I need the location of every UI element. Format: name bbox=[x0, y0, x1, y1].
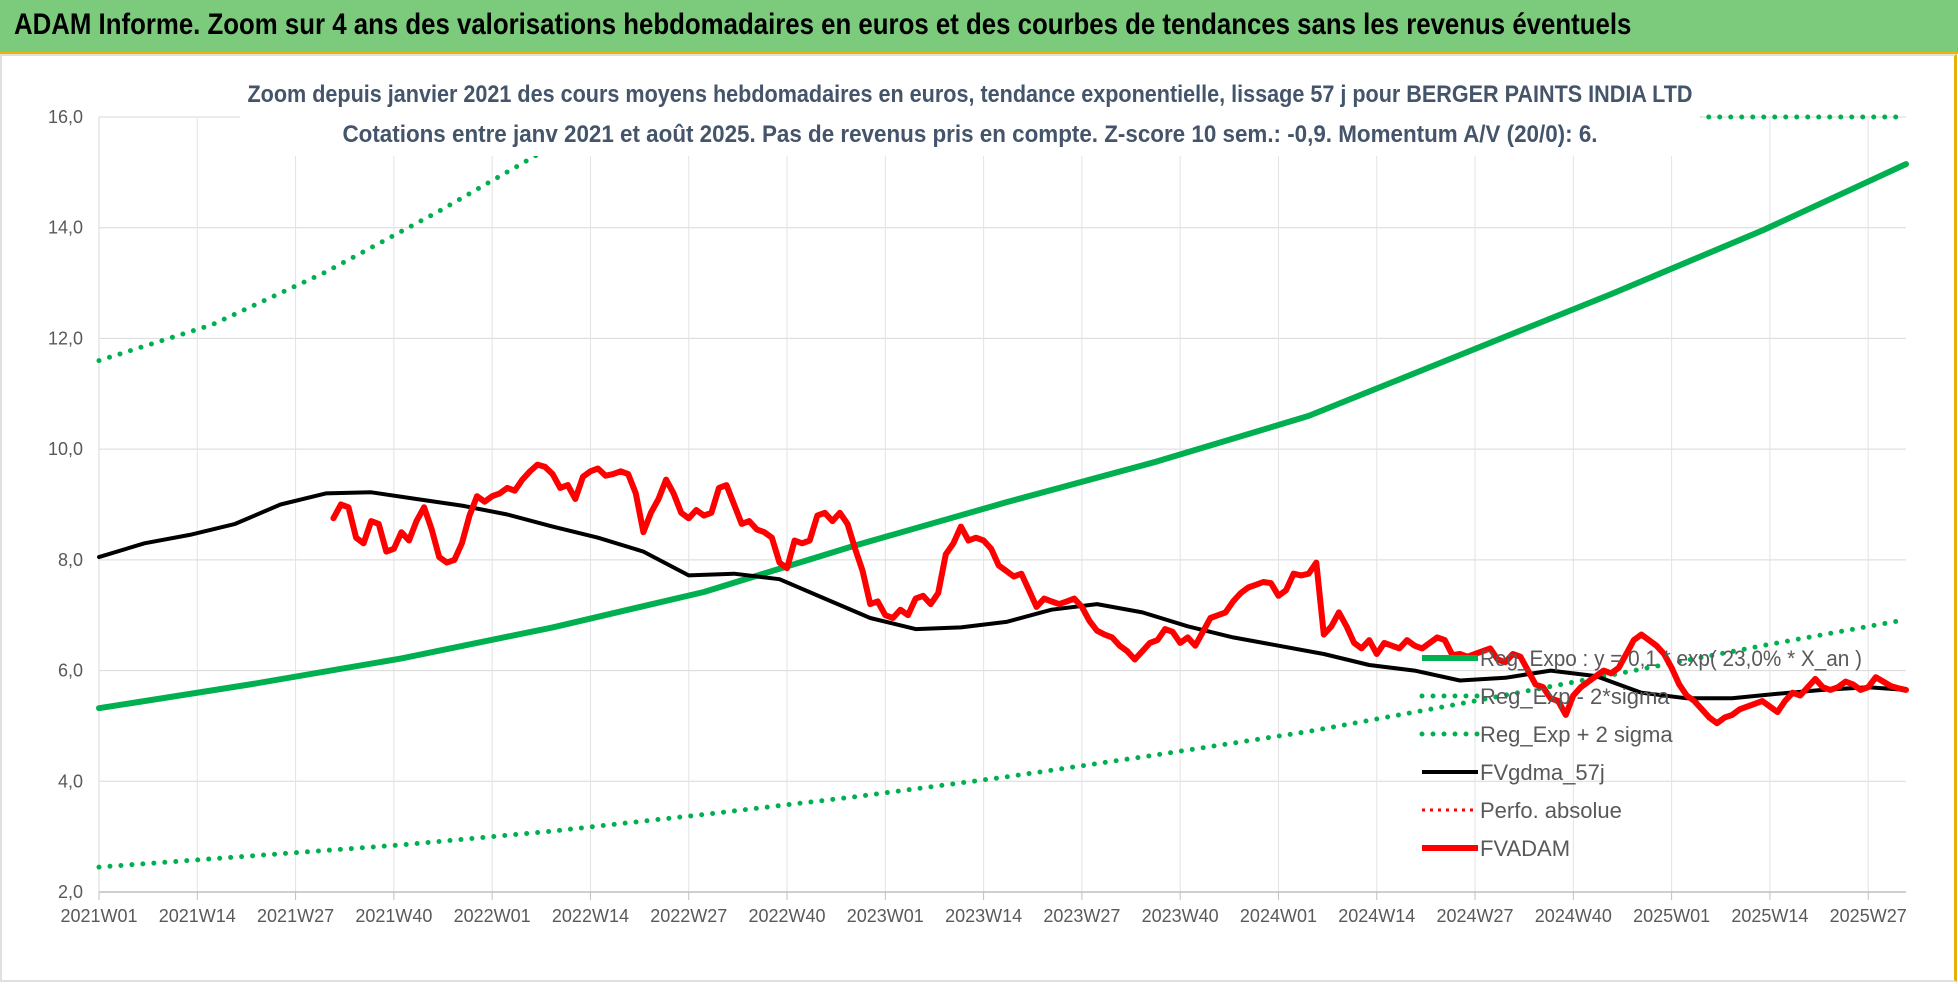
series-line-2 bbox=[96, 114, 578, 364]
x-tick-label: 2021W14 bbox=[159, 906, 236, 926]
x-tick-label: 2023W27 bbox=[1043, 906, 1120, 926]
x-tick-label: 2022W14 bbox=[552, 906, 629, 926]
x-tick-label: 2024W01 bbox=[1240, 906, 1317, 926]
y-tick-labels: 16,0 14,0 12,0 10,0 8,0 6,0 4,0 2,0 bbox=[48, 107, 83, 902]
legend-entry: FVADAM bbox=[1480, 836, 1570, 861]
x-tick-label: 2022W01 bbox=[454, 906, 531, 926]
x-tick-label: 2021W40 bbox=[355, 906, 432, 926]
x-tick-label: 2025W14 bbox=[1731, 906, 1808, 926]
y-tick-label: 8,0 bbox=[58, 550, 83, 570]
series bbox=[96, 114, 1909, 870]
title-banner: ADAM Informe. Zoom sur 4 ans des valoris… bbox=[0, 0, 1958, 54]
x-tick-label: 2022W40 bbox=[748, 906, 825, 926]
y-tick-label: 2,0 bbox=[58, 882, 83, 902]
legend-entry: Reg_Exp + 2 sigma bbox=[1480, 722, 1673, 747]
chart-title: Zoom depuis janvier 2021 des cours moyen… bbox=[248, 81, 1693, 108]
chart-title-block: Zoom depuis janvier 2021 des cours moyen… bbox=[240, 72, 1700, 156]
legend-entry: FVgdma_57j bbox=[1480, 760, 1605, 785]
title-background bbox=[240, 72, 1700, 156]
y-tick-label: 16,0 bbox=[48, 107, 83, 127]
legend-entry: Reg_Expo : y = 0,1 * exp( 23,0% * X_an ) bbox=[1480, 646, 1862, 671]
x-tick-label: 2021W01 bbox=[60, 906, 137, 926]
chart-frame bbox=[0, 54, 1957, 982]
y-tick-label: 10,0 bbox=[48, 439, 83, 459]
y-tick-label: 6,0 bbox=[58, 661, 83, 681]
series-line-3 bbox=[97, 490, 1908, 701]
legend-entry: Perfo. absolue bbox=[1480, 798, 1622, 823]
series-line-1 bbox=[96, 617, 1909, 870]
x-tick-label: 2024W40 bbox=[1535, 906, 1612, 926]
series-line-5 bbox=[330, 461, 1909, 727]
x-tick-label: 2021W27 bbox=[257, 906, 334, 926]
x-tick-label: 2025W27 bbox=[1830, 906, 1907, 926]
legend-entry: Reg_Exp - 2*sigma bbox=[1480, 684, 1670, 709]
x-tick-label: 2023W01 bbox=[847, 906, 924, 926]
x-tick-label: 2023W14 bbox=[945, 906, 1022, 926]
y-tick-label: 14,0 bbox=[48, 218, 83, 238]
x-tick-label: 2022W27 bbox=[650, 906, 727, 926]
x-tick-label: 2023W40 bbox=[1142, 906, 1219, 926]
x-tick-labels: 2021W01 2021W14 2021W27 2021W40 2022W01 2022W… bbox=[60, 892, 1907, 926]
x-tick-label: 2024W27 bbox=[1437, 906, 1514, 926]
y-tick-label: 12,0 bbox=[48, 328, 83, 348]
chart-subtitle: Cotations entre janv 2021 et août 2025. … bbox=[343, 121, 1598, 148]
y-tick-label: 4,0 bbox=[58, 771, 83, 791]
x-tick-label: 2025W01 bbox=[1633, 906, 1710, 926]
axes bbox=[98, 117, 1906, 893]
x-tick-label: 2024W14 bbox=[1338, 906, 1415, 926]
report-title: ADAM Informe. Zoom sur 4 ans des valoris… bbox=[14, 8, 1632, 41]
legend: Reg_Expo : y = 0,1 * exp( 23,0% * X_an )… bbox=[1419, 646, 1862, 861]
series-line-0 bbox=[96, 161, 1909, 712]
